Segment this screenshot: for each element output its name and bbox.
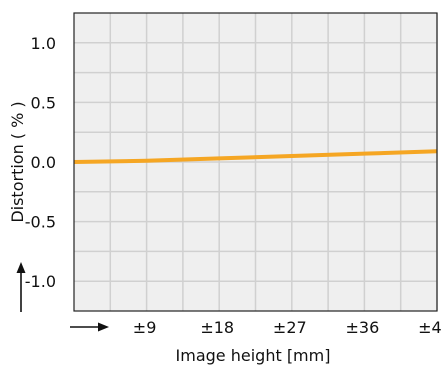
x-tick-label: ±45 bbox=[418, 318, 441, 337]
x-tick-label: ±36 bbox=[346, 318, 380, 337]
y-tick-label: 0.5 bbox=[31, 93, 56, 112]
y-tick-label: 0.0 bbox=[31, 153, 56, 172]
y-tick-label: -1.0 bbox=[25, 272, 56, 291]
x-tick-labels: ±9 ±18 ±27 ±36 ±45 bbox=[133, 318, 441, 337]
y-tick-label: 1.0 bbox=[31, 34, 56, 53]
y-direction-arrow-icon bbox=[16, 262, 26, 312]
series-layer bbox=[73, 149, 438, 164]
series-line-0 bbox=[73, 149, 438, 164]
plot-frame bbox=[73, 12, 438, 312]
x-tick-label: ±27 bbox=[273, 318, 307, 337]
y-tick-labels: 1.0 0.5 0.0 -0.5 -1.0 bbox=[25, 34, 56, 291]
x-direction-arrow-icon bbox=[70, 322, 109, 332]
x-tick-label: ±9 bbox=[133, 318, 157, 337]
y-axis-label: Distortion ( % ) bbox=[8, 101, 27, 222]
y-tick-label: -0.5 bbox=[25, 213, 56, 232]
x-axis-label: Image height [mm] bbox=[176, 346, 331, 365]
grid bbox=[74, 13, 438, 311]
x-tick-label: ±18 bbox=[200, 318, 234, 337]
